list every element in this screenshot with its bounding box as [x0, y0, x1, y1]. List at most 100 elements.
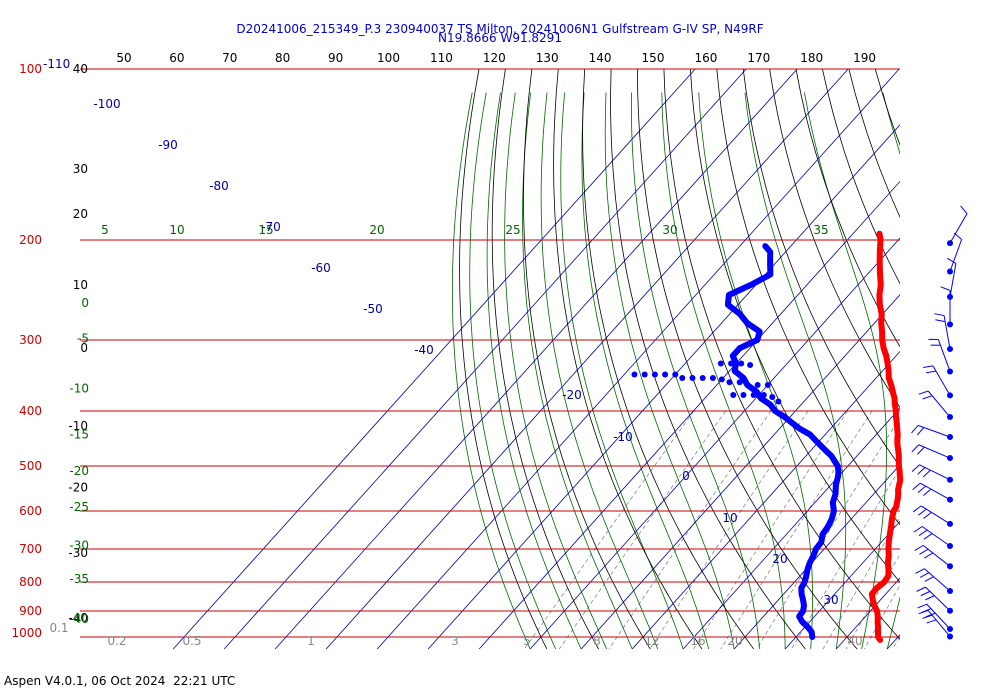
mixing-ratio-label: 3 — [451, 634, 459, 648]
dewpoint-point — [750, 392, 757, 399]
moist-adiabat — [469, 92, 557, 650]
moist-adiabat-label: -40 — [69, 612, 89, 626]
wind-barb-staff — [949, 239, 963, 272]
wind-barb-staff — [917, 424, 951, 438]
isotherm — [172, 69, 696, 650]
isotherm-label: -100 — [93, 97, 120, 111]
wind-barb-staff — [920, 482, 951, 501]
wind-barb-flag — [925, 595, 935, 601]
moist-adiabat — [540, 92, 659, 650]
wind-barb-flag — [924, 552, 934, 559]
dry-adiabat-label: -40 — [68, 611, 88, 625]
dewpoint-point — [769, 394, 776, 401]
dry-adiabat — [955, 69, 1000, 649]
isotherm-label: 0 — [682, 469, 690, 483]
dewpoint-point — [747, 362, 754, 369]
mixing-ratio-line — [845, 553, 900, 650]
wind-barb-flag — [916, 427, 925, 436]
wind-barb-staff — [943, 315, 951, 350]
wind-barb-flag — [911, 464, 920, 473]
theta-label: 140 — [589, 51, 612, 65]
mixing-ratio-line — [558, 410, 727, 650]
dewpoint-point — [730, 392, 737, 399]
dry-adiabat — [822, 69, 900, 285]
mixing-ratio-line — [822, 516, 900, 650]
theta-label: 180 — [800, 51, 823, 65]
isotherm — [631, 350, 900, 650]
wind-barbs-layer — [911, 205, 968, 640]
dry-adiabat — [610, 69, 806, 650]
isotherm — [376, 69, 900, 650]
pressure-label: 900 — [19, 604, 42, 618]
dry-adiabat-label: 20 — [73, 207, 88, 221]
dewpoint-point — [764, 381, 771, 388]
isotherm — [886, 634, 900, 650]
isotherm — [325, 69, 849, 650]
moist-adiabat-label: -30 — [69, 538, 89, 552]
mixing-ratio-label: 0.2 — [107, 634, 126, 648]
wind-barb-flag — [923, 511, 932, 519]
moist-top-label: 35 — [813, 223, 828, 237]
dewpoint-point — [651, 371, 658, 378]
wind-barb-flag — [926, 370, 937, 374]
mixing-ratio-label: 0.5 — [182, 634, 201, 648]
wind-barb-staff — [921, 526, 951, 547]
dewpoint-point — [631, 371, 638, 378]
wind-barb-flag — [940, 286, 951, 291]
moist-adiabat — [560, 92, 684, 650]
isotherm — [989, 69, 1000, 649]
dewpoint-point — [744, 381, 751, 388]
isotherm — [784, 520, 900, 650]
theta-label: 150 — [642, 51, 665, 65]
top-temp-label: -110 — [43, 57, 70, 71]
pressure-label: 800 — [19, 575, 42, 589]
isotherm-label: 20 — [772, 552, 787, 566]
isotherm — [682, 407, 900, 650]
dewpoint-point — [672, 371, 679, 378]
mixing-ratio-label: 0.1 — [49, 621, 68, 635]
mixing-ratio-label: 1 — [307, 634, 315, 648]
wind-barb-flag — [919, 548, 929, 555]
isotherm-label: -50 — [363, 302, 383, 316]
moist-adiabat-label: -15 — [69, 427, 89, 441]
dry-adiabat — [742, 69, 900, 468]
moist-top-label: 5 — [101, 223, 109, 237]
wind-barb-flag — [953, 232, 962, 240]
pressure-label: 400 — [19, 404, 42, 418]
moist-adiabat — [882, 92, 900, 650]
wind-barb-flag — [923, 533, 933, 540]
wind-barb-flag — [911, 444, 920, 453]
wind-barb-flag — [960, 205, 968, 214]
isotherm — [274, 69, 798, 650]
wind-barb-flag — [919, 572, 930, 578]
moist-adiabat — [630, 92, 761, 650]
moist-top-label: 25 — [505, 223, 520, 237]
dry-adiabat-label: -30 — [68, 546, 88, 560]
moist-adiabat-label: -25 — [69, 500, 89, 514]
wind-barb-flag — [913, 526, 923, 533]
wind-barb-flag — [926, 619, 937, 624]
mixing-ratio-label: 40 — [847, 634, 862, 648]
wind-barb-flag — [922, 614, 933, 619]
isotherm-label: -10 — [613, 430, 633, 444]
wind-barb-flag — [923, 365, 934, 368]
wind-barb-staff — [920, 505, 951, 525]
pressure-label: 700 — [19, 542, 42, 556]
wind-barb-flag — [916, 586, 926, 592]
moist-adiabat-label: -5 — [77, 331, 89, 345]
moist-adiabat-label: 0 — [81, 296, 89, 310]
isotherm — [580, 294, 900, 650]
mixing-ratio-label: 12 — [644, 634, 659, 648]
grid-layer — [80, 68, 1000, 650]
wind-barb-flag — [912, 505, 922, 513]
isotherm — [478, 180, 900, 650]
wind-barb-staff — [927, 390, 951, 418]
wind-barb-flag — [923, 488, 932, 496]
theta-label: 110 — [430, 51, 453, 65]
dry-adiabat — [690, 69, 900, 583]
isotherm — [529, 237, 900, 650]
dewpoint-point — [754, 381, 761, 388]
wind-barb-flag — [917, 467, 926, 475]
